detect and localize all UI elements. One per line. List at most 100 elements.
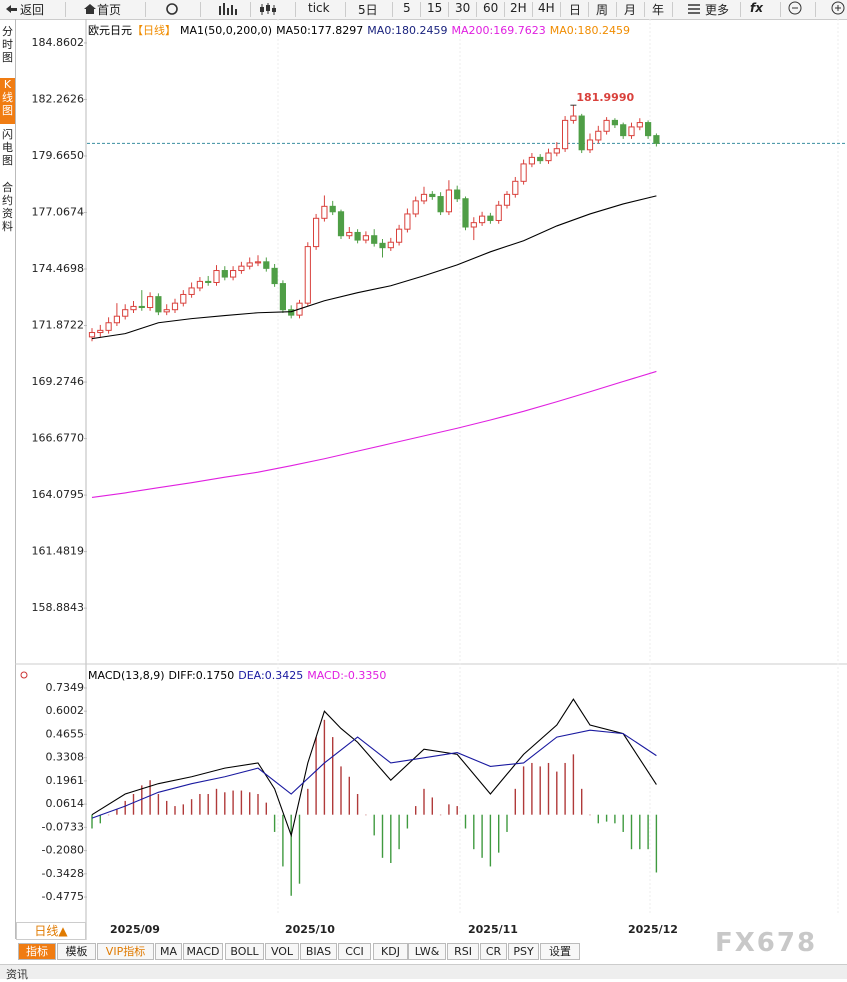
candle-body — [97, 329, 104, 334]
toolbar-separator — [504, 2, 505, 17]
candle — [620, 122, 627, 139]
toolbar-button[interactable]: fx — [750, 1, 763, 15]
macd-bar — [356, 794, 359, 815]
toolbar-separator — [145, 2, 146, 17]
bottom-tab[interactable]: KDJ — [373, 943, 408, 960]
candle-body — [396, 228, 403, 243]
toolbar-button[interactable]: 年 — [652, 3, 665, 17]
bottom-tab[interactable]: BOLL — [225, 943, 264, 960]
toolbar-button[interactable]: 首页 — [97, 3, 122, 17]
toolbar-button[interactable]: 日 — [569, 3, 582, 17]
macd-bar — [232, 790, 234, 815]
toolbar-button[interactable]: 周 — [596, 3, 609, 17]
bottom-tab[interactable]: LW& — [408, 943, 446, 960]
candle — [553, 142, 560, 157]
max-label: 181.9990 — [576, 91, 634, 104]
candle — [147, 292, 154, 311]
candle-body — [221, 270, 228, 278]
candle-body — [188, 287, 195, 295]
candle-body — [586, 139, 594, 151]
toolbar-separator — [250, 2, 251, 17]
macd-bar — [539, 766, 541, 815]
candle-body — [379, 242, 386, 249]
candle — [88, 328, 96, 342]
candle-body — [404, 213, 411, 230]
toolbar-button[interactable]: 2H — [510, 1, 527, 15]
candle — [570, 105, 577, 124]
candle — [645, 120, 652, 139]
toolbar-button[interactable]: 5日 — [358, 3, 378, 17]
toolbar-button[interactable]: 60 — [483, 1, 499, 15]
bottom-tab[interactable]: MACD — [183, 943, 223, 960]
toolbar-button[interactable]: tick — [308, 1, 330, 15]
side-tab[interactable]: 闪电图 — [2, 128, 13, 167]
footer-text[interactable]: 资讯 — [6, 968, 28, 981]
candle — [329, 200, 336, 216]
candle — [354, 229, 361, 244]
bottom-tab[interactable]: VIP指标 — [97, 943, 154, 960]
candle-body — [628, 126, 635, 137]
bottom-tab[interactable]: 指标 — [18, 943, 56, 960]
candle — [387, 237, 394, 251]
legend-item: DIFF:0.1750 — [168, 669, 235, 682]
candle — [495, 200, 502, 224]
macd-bar — [340, 766, 342, 815]
bottom-tab[interactable]: PSY — [508, 943, 539, 960]
bottom-tab[interactable]: 设置 — [540, 943, 580, 960]
macd-legend: MACD(13,8,9) DIFF:0.1750 DEA:0.3425 MACD:-0… — [88, 669, 390, 682]
candle — [396, 224, 403, 246]
candle — [371, 229, 378, 247]
candle-body — [578, 115, 585, 151]
bottom-tab[interactable]: MA — [155, 943, 182, 960]
candle-body — [171, 302, 179, 311]
side-tab[interactable]: K线图 — [0, 78, 15, 124]
macd-bar — [473, 814, 475, 850]
toolbar-button[interactable]: 5 — [403, 1, 411, 15]
candle — [205, 275, 212, 286]
y-tick-label: 171.8722 — [32, 319, 85, 332]
toolbar-separator — [644, 2, 645, 17]
period-button[interactable]: 日线▲ — [16, 922, 86, 940]
y-tick-label: -0.2080 — [42, 844, 84, 857]
candle — [562, 116, 569, 152]
candle — [404, 208, 411, 233]
y-tick-label: 0.4655 — [46, 727, 85, 740]
macd-bar — [116, 809, 118, 815]
bottom-tab[interactable]: CR — [480, 943, 507, 960]
toolbar-icons — [6, 1, 845, 15]
bottom-tab[interactable]: CCI — [338, 943, 371, 960]
home-icon — [84, 4, 96, 14]
toolbar-button[interactable]: 返回 — [20, 3, 45, 17]
macd-bar — [290, 814, 292, 896]
toolbar-button[interactable]: 月 — [624, 3, 637, 17]
candle — [271, 263, 278, 287]
candle-body — [520, 163, 527, 182]
bottom-tab[interactable]: BIAS — [300, 943, 337, 960]
toolbar-separator — [200, 2, 201, 17]
y-tick-label: 182.2626 — [32, 92, 85, 105]
bottom-tab[interactable]: 模板 — [57, 943, 96, 960]
candle — [412, 196, 419, 218]
macd-bar — [514, 788, 516, 815]
candle-body — [645, 122, 652, 137]
toolbar-button[interactable]: 30 — [455, 1, 471, 15]
refresh-icon — [166, 3, 178, 15]
bottom-tab[interactable]: VOL — [265, 943, 299, 960]
macd-bar — [498, 814, 500, 853]
candle — [479, 211, 486, 226]
toolbar-separator — [780, 2, 781, 17]
toolbar-separator — [740, 2, 741, 17]
side-tab[interactable]: 合约资料 — [2, 181, 13, 233]
toolbar-button[interactable]: 15 — [427, 1, 443, 15]
menu-icon — [688, 4, 700, 14]
candle — [155, 293, 162, 316]
toolbar-button[interactable]: 4H — [538, 1, 555, 15]
macd-settings-icon — [20, 671, 28, 679]
macd-bar — [332, 737, 334, 815]
toolbar-button[interactable]: 更多 — [705, 3, 730, 17]
side-tab[interactable]: 分时图 — [2, 25, 13, 64]
bottom-tab[interactable]: RSI — [447, 943, 479, 960]
back-icon — [6, 5, 17, 13]
candle — [105, 317, 112, 334]
